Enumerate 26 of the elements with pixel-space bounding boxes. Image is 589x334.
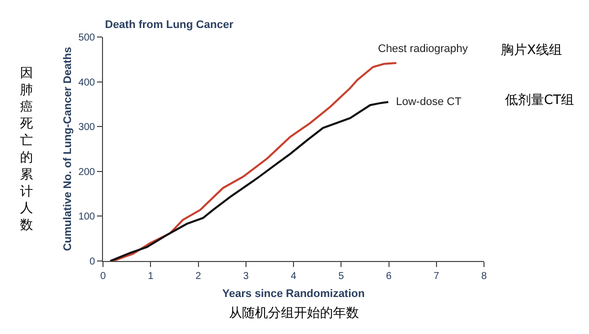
line-series [109, 100, 390, 261]
text: 从随机分组开始的年数 [229, 306, 359, 321]
chart-title: Death from Lung Cancer [105, 19, 234, 31]
text: 因肺癌死亡的累计人数 [20, 66, 33, 234]
x-tick-label: 3 [243, 271, 250, 282]
text: 低剂量CT组 [505, 92, 574, 108]
y-tick-label: 400 [78, 77, 96, 88]
x-tick-label: 4 [290, 271, 297, 282]
line-series [112, 62, 398, 261]
x-tick-label: 6 [386, 271, 392, 282]
x-tick-label: 2 [195, 271, 202, 282]
y-tick-label: 0 [89, 256, 96, 268]
series-label: Chest radiography [378, 43, 468, 55]
y-tick-label: 300 [78, 122, 96, 134]
y-tick-label: 100 [78, 212, 96, 223]
y-tick-label: 200 [78, 166, 96, 178]
series-label: Low-dose CT [396, 96, 462, 108]
x-tick-label: 5 [338, 271, 344, 282]
x-tick-label: 7 [434, 271, 440, 282]
y-tick-label: 500 [78, 32, 96, 44]
x-axis-title: Years since Randomization [222, 288, 365, 300]
x-tick-label: 1 [148, 271, 154, 282]
x-tick-label: 8 [481, 271, 488, 282]
x-tick-label: 0 [100, 271, 106, 282]
y-axis-title: Cumulative No. of Lung-Cancer Deaths [62, 46, 74, 252]
text: 胸片X线组 [501, 43, 562, 58]
